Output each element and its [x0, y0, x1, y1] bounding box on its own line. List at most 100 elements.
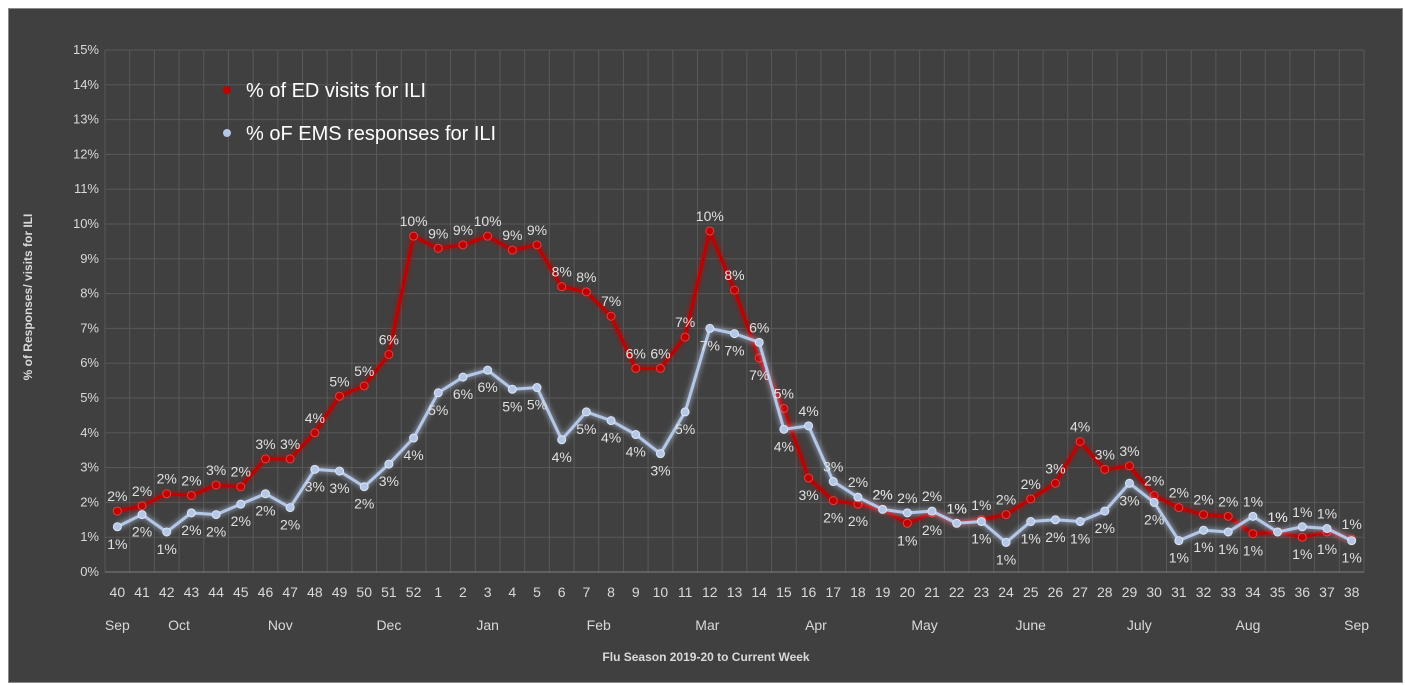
- ed-visits-data-label: 5%: [774, 385, 794, 401]
- ed-visits-data-label: 2%: [1169, 485, 1189, 501]
- ems-responses-point: [1075, 517, 1085, 527]
- ems-responses-data-label: 1%: [1169, 550, 1189, 566]
- x-tick-label: 21: [924, 584, 940, 600]
- ed-visits-point: [310, 428, 320, 438]
- ems-responses-data-label: 2%: [280, 517, 300, 533]
- ems-responses-point: [310, 464, 320, 474]
- x-tick-label: 40: [110, 584, 126, 600]
- x-tick-label: 47: [282, 584, 298, 600]
- ed-visits-data-label: 2%: [823, 510, 843, 526]
- line-chart: 0%1%2%3%4%5%6%7%8%9%10%11%12%13%14%15% 4…: [21, 42, 1369, 664]
- ed-visits-point: [532, 240, 542, 250]
- y-axis-ticks: 0% 1% 2% 3% 4% 5% 6% 7% 8% 9% 10% 11% 12% 13% 14% 15%: [73, 42, 99, 579]
- x-tick-label: 17: [825, 584, 841, 600]
- ed-visits-point: [557, 282, 567, 292]
- ed-visits-point: [186, 490, 196, 500]
- ed-visits-data-label: 3%: [280, 436, 300, 452]
- ed-visits-data-label: 10%: [474, 213, 502, 229]
- ems-responses-data-label: 1%: [1317, 506, 1337, 522]
- ed-visits-data-label: 1%: [1243, 543, 1263, 559]
- ems-responses-point: [853, 492, 863, 502]
- ed-visits-point: [1248, 529, 1258, 539]
- ed-visits-point: [1124, 461, 1134, 471]
- ed-visits-data-label: 2%: [1144, 472, 1164, 488]
- ed-visits-data-label: 9%: [453, 222, 473, 238]
- x-tick-label: 46: [258, 584, 274, 600]
- legend-item-ems: % oF EMS responses for ILI: [209, 123, 496, 145]
- y-tick-label: 4%: [80, 425, 99, 440]
- x-tick-label: 7: [582, 584, 590, 600]
- ed-visits-data-label: 2%: [922, 522, 942, 538]
- x-axis-title: Flu Season 2019-20 to Current Week: [602, 650, 810, 664]
- ed-visits-data-label: 5%: [354, 363, 374, 379]
- ems-responses-data-label: 1%: [1292, 504, 1312, 520]
- x-tick-label: 11: [678, 584, 693, 600]
- ed-visits-point: [779, 403, 789, 413]
- x-tick-label: 8: [607, 584, 615, 600]
- ems-responses-point: [1273, 527, 1283, 537]
- ems-responses-point: [112, 522, 122, 532]
- ems-responses-data-label: 2%: [848, 474, 868, 490]
- ed-visits-data-label: 8%: [576, 269, 596, 285]
- series-lines: [112, 226, 1357, 547]
- x-tick-label: 16: [801, 584, 817, 600]
- ed-visits-data-label: 2%: [848, 513, 868, 529]
- y-tick-label: 0%: [80, 564, 99, 579]
- ems-responses-data-label: 3%: [1119, 492, 1139, 508]
- ed-visits-point: [1100, 464, 1110, 474]
- ems-responses-data-label: 4%: [798, 403, 818, 419]
- x-tick-label: 37: [1319, 584, 1335, 600]
- legend-label-ems: % oF EMS responses for ILI: [246, 123, 496, 145]
- ems-responses-point: [581, 407, 591, 417]
- y-axis-title: % of Responses/ visits for ILI: [21, 214, 35, 381]
- ed-visits-data-label: 3%: [1045, 460, 1065, 476]
- ed-visits-data-label: 1%: [971, 497, 991, 513]
- ems-responses-point: [754, 337, 764, 347]
- month-label: Feb: [587, 617, 611, 633]
- ems-responses-point: [1223, 527, 1233, 537]
- ems-responses-data-label: 2%: [873, 486, 893, 502]
- ems-responses-point: [1174, 536, 1184, 546]
- ed-visits-data-label: 8%: [552, 264, 572, 280]
- x-tick-label: 29: [1122, 584, 1138, 600]
- ems-responses-point: [1124, 478, 1134, 488]
- legend-item-ed: % of ED visits for ILI: [209, 80, 426, 102]
- ed-visits-point: [384, 350, 394, 359]
- ed-visits-data-label: 2%: [107, 488, 127, 504]
- ems-responses-data-label: 6%: [478, 379, 498, 395]
- ems-responses-data-label: 1%: [1267, 509, 1287, 525]
- x-axis-ticks: 40 41 42 43 44 45 46 47 48 49 50 51 52 1 2 3 4 5 6 7 8 9 10 11 1…: [110, 584, 1360, 600]
- ed-visits-point: [705, 226, 715, 236]
- y-tick-label: 13%: [73, 112, 99, 127]
- x-tick-label: 30: [1146, 584, 1162, 600]
- ems-responses-data-label: 5%: [428, 402, 448, 418]
- ed-visits-point: [902, 518, 912, 528]
- ed-visits-data-label: 9%: [428, 225, 448, 241]
- ems-responses-data-label: 1%: [1070, 531, 1090, 547]
- x-tick-label: 41: [134, 584, 150, 600]
- ems-responses-point: [186, 508, 196, 518]
- ems-responses-data-label: 1%: [996, 551, 1016, 567]
- y-tick-label: 2%: [80, 494, 99, 509]
- ed-visits-data-label: 9%: [502, 227, 522, 243]
- month-label: June: [1016, 617, 1047, 633]
- ed-visits-data-label: 1%: [1292, 546, 1312, 562]
- ems-responses-data-label: 4%: [626, 444, 646, 460]
- ems-responses-point: [730, 329, 739, 339]
- x-tick-label: 5: [533, 584, 541, 600]
- ems-responses-point: [137, 510, 147, 520]
- ed-visits-point: [1001, 510, 1011, 520]
- ed-visits-point: [236, 482, 246, 492]
- ed-visits-point: [730, 285, 739, 295]
- x-tick-label: 27: [1072, 584, 1088, 600]
- legend-label-ed: % of ED visits for ILI: [246, 80, 426, 102]
- ed-visits-data-label: 7%: [601, 293, 621, 309]
- y-tick-label: 11%: [74, 181, 99, 196]
- x-tick-label: 45: [233, 584, 249, 600]
- ems-responses-data-label: 3%: [650, 463, 670, 479]
- ed-visits-point: [1075, 437, 1085, 446]
- ems-responses-data-label: 2%: [897, 490, 917, 506]
- x-tick-label: 31: [1171, 584, 1187, 600]
- ed-visits-data-label: 2%: [132, 483, 152, 499]
- ed-visits-point: [260, 454, 270, 464]
